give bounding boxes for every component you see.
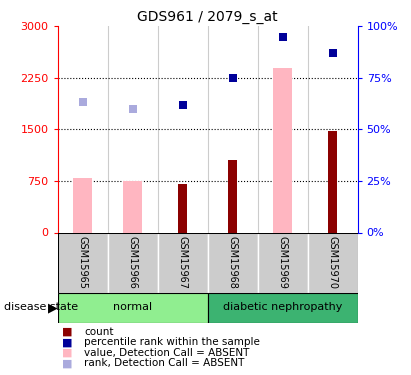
Bar <box>228 160 238 232</box>
Text: ■: ■ <box>62 327 72 337</box>
Bar <box>328 131 337 232</box>
Text: normal: normal <box>113 303 152 312</box>
Bar <box>108 232 157 292</box>
Bar <box>273 68 292 232</box>
Bar <box>208 292 358 322</box>
Bar <box>58 232 108 292</box>
Text: GSM15965: GSM15965 <box>78 236 88 289</box>
Text: GSM15968: GSM15968 <box>228 236 238 289</box>
Text: ▶: ▶ <box>48 301 58 314</box>
Bar <box>123 181 142 232</box>
Text: value, Detection Call = ABSENT: value, Detection Call = ABSENT <box>84 348 249 358</box>
Text: GSM15970: GSM15970 <box>328 236 337 289</box>
Text: ■: ■ <box>62 338 72 347</box>
Bar <box>307 232 358 292</box>
Text: disease state: disease state <box>4 303 78 312</box>
Title: GDS961 / 2079_s_at: GDS961 / 2079_s_at <box>137 10 278 24</box>
Bar <box>58 292 208 322</box>
Text: ■: ■ <box>62 358 72 368</box>
Text: rank, Detection Call = ABSENT: rank, Detection Call = ABSENT <box>84 358 245 368</box>
Text: ■: ■ <box>62 348 72 358</box>
Bar <box>178 184 187 232</box>
Text: GSM15966: GSM15966 <box>127 236 138 289</box>
Bar <box>73 177 92 232</box>
Text: GSM15969: GSM15969 <box>277 236 288 289</box>
Bar <box>208 232 258 292</box>
Bar <box>258 232 307 292</box>
Text: GSM15967: GSM15967 <box>178 236 187 289</box>
Bar <box>157 232 208 292</box>
Text: diabetic nephropathy: diabetic nephropathy <box>223 303 342 312</box>
Text: count: count <box>84 327 114 337</box>
Text: percentile rank within the sample: percentile rank within the sample <box>84 338 260 347</box>
